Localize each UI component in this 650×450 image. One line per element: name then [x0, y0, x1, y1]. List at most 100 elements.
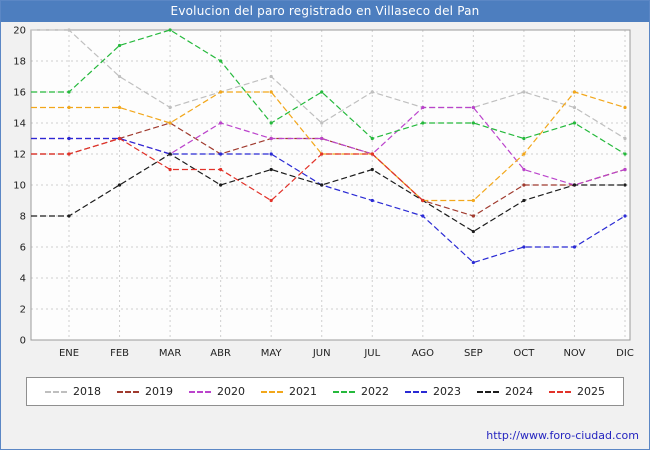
- series-point-2023: [370, 198, 374, 203]
- legend-label: 2020: [217, 385, 245, 398]
- series-point-2022: [117, 43, 122, 48]
- legend-item-2023: 2023: [405, 385, 461, 398]
- line-chart: 0 2 4 6 8 10 12 14 16 18 20 ENE FEB MAR ABR MAY JUN JUL AG…: [13, 26, 634, 360]
- y-tick-label: 10: [13, 181, 26, 192]
- y-tick-label: 16: [13, 88, 26, 99]
- series-point-2021: [522, 152, 526, 156]
- series-point-2024: [219, 183, 223, 187]
- series-point-2019: [522, 183, 526, 187]
- legend-item-2022: 2022: [333, 385, 389, 398]
- series-point-2025: [269, 198, 273, 203]
- legend-label: 2025: [577, 385, 605, 398]
- plot-border: [30, 29, 631, 341]
- series-point-2024: [370, 167, 374, 172]
- series-point-2020: [320, 136, 324, 141]
- legend-swatch-2019: [117, 390, 139, 393]
- series-point-2022: [370, 136, 374, 141]
- series-point-2022: [67, 90, 71, 94]
- legend-item-2019: 2019: [117, 385, 173, 398]
- series-point-2022: [522, 136, 526, 141]
- series-point-2020: [522, 167, 526, 172]
- series-point-2021: [219, 90, 223, 94]
- series-point-2018: [623, 136, 627, 141]
- series-point-2025: [421, 198, 425, 203]
- series-point-2021: [117, 105, 122, 110]
- series-point-2022: [269, 121, 273, 125]
- plot-area: [31, 30, 630, 340]
- legend-swatch-2018: [45, 390, 67, 393]
- legend-item-2025: 2025: [549, 385, 605, 398]
- legend-label: 2023: [433, 385, 461, 398]
- series-point-2024: [522, 198, 526, 203]
- series-point-2022: [219, 59, 223, 63]
- y-tick-label: 12: [13, 150, 26, 161]
- series-point-2019: [471, 214, 475, 218]
- footer: http://www.foro-ciudad.com: [486, 429, 639, 442]
- series-point-2024: [572, 183, 577, 187]
- legend-swatch-2025: [549, 390, 571, 393]
- series-point-2018: [370, 90, 374, 94]
- legend-swatch-2023: [405, 390, 427, 393]
- series-point-2021: [269, 90, 273, 94]
- series-point-2024: [269, 167, 273, 172]
- x-tick-label: DIC: [616, 348, 634, 359]
- series-point-2018: [117, 74, 122, 79]
- y-tick-label: 20: [13, 26, 26, 37]
- series-point-2025: [117, 136, 122, 141]
- legend-label: 2022: [361, 385, 389, 398]
- series-point-2024: [623, 183, 627, 187]
- legend-swatch-2020: [189, 390, 211, 393]
- series-point-2023: [572, 245, 577, 249]
- x-tick-label: ABR: [210, 348, 231, 359]
- legend-label: 2021: [289, 385, 317, 398]
- series-point-2020: [269, 136, 273, 141]
- series-point-2023: [623, 214, 627, 218]
- series-point-2020: [421, 105, 425, 110]
- series-point-2024: [320, 183, 324, 187]
- series-point-2021: [623, 105, 627, 110]
- series-point-2025: [67, 152, 71, 156]
- legend-item-2020: 2020: [189, 385, 245, 398]
- series-point-2018: [168, 105, 172, 110]
- y-tick-label: 6: [20, 243, 26, 254]
- series-point-2025: [370, 152, 374, 156]
- series-point-2021: [67, 105, 71, 110]
- y-tick-label: 0: [20, 336, 26, 347]
- x-tick-label: SEP: [464, 348, 483, 359]
- legend-label: 2019: [145, 385, 173, 398]
- legend-item-2024: 2024: [477, 385, 533, 398]
- y-tick-label: 14: [13, 119, 26, 130]
- y-tick-label: 2: [20, 305, 26, 316]
- series-point-2020: [471, 105, 475, 110]
- x-tick-label: JUN: [312, 348, 331, 359]
- legend-box: 2018 2019 2020 2021 2022 2023 2024 2025: [26, 377, 624, 406]
- footer-link[interactable]: http://www.foro-ciudad.com: [486, 429, 639, 442]
- series-point-2020: [623, 167, 627, 172]
- series-point-2022: [572, 121, 577, 125]
- series-point-2022: [623, 152, 627, 156]
- x-tick-label: ENE: [59, 348, 79, 359]
- series-point-2023: [67, 136, 71, 141]
- y-tick-label: 18: [13, 57, 26, 68]
- legend-label: 2024: [505, 385, 533, 398]
- x-tick-label: MAR: [159, 348, 181, 359]
- x-tick-label: NOV: [563, 348, 585, 359]
- series-point-2023: [269, 152, 273, 156]
- series-point-2022: [320, 90, 324, 94]
- series-point-2024: [67, 214, 71, 218]
- series-point-2022: [168, 28, 172, 32]
- x-tick-label: MAY: [261, 348, 283, 359]
- chart-title: Evolucion del paro registrado en Villase…: [1, 1, 649, 22]
- series-point-2022: [471, 121, 475, 125]
- x-tick-label: JUL: [363, 348, 380, 359]
- series-point-2018: [67, 28, 71, 32]
- series-point-2024: [168, 152, 172, 156]
- series-point-2021: [168, 121, 172, 125]
- legend-label: 2018: [73, 385, 101, 398]
- series-point-2024: [471, 229, 475, 234]
- series-point-2023: [219, 152, 223, 156]
- legend-item-2018: 2018: [45, 385, 101, 398]
- series-point-2018: [320, 121, 324, 125]
- series-point-2025: [320, 152, 324, 156]
- legend-swatch-2021: [261, 390, 283, 393]
